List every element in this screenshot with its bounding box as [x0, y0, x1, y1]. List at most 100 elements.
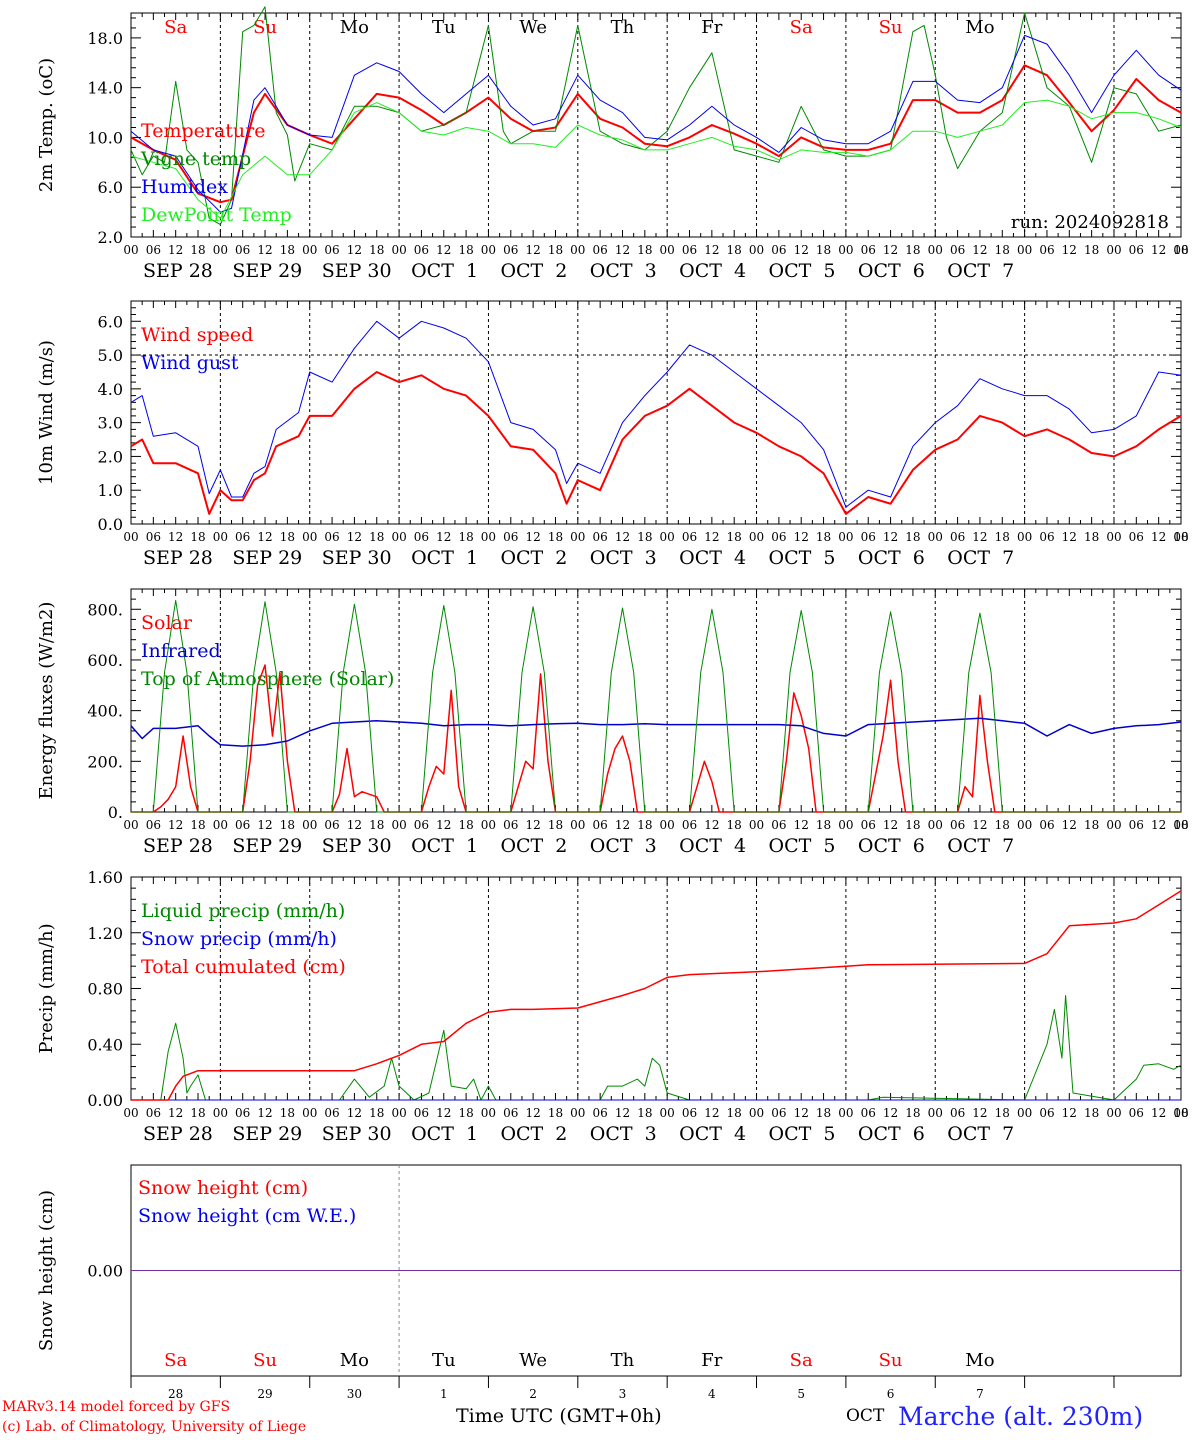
y-tick-label: 2.0 [98, 228, 123, 247]
y-tick-label: 1.0 [98, 481, 123, 500]
hour-tick-label: 00 [1106, 243, 1121, 257]
hour-tick-label: 18 [905, 818, 920, 832]
hour-tick-label: 00 [481, 530, 496, 544]
hour-tick-label: 18 [280, 243, 295, 257]
plot-frame [130, 300, 1182, 525]
hour-tick-label: 06 [682, 1106, 697, 1120]
weekday-label: Su [879, 1350, 903, 1371]
hour-tick-label: 18 [1084, 1106, 1099, 1120]
hour-tick-label: 06 [324, 818, 339, 832]
weekday-label: Th [611, 1350, 635, 1371]
hour-tick-label: 12 [615, 1106, 630, 1120]
hour-tick-label: 12 [1151, 530, 1166, 544]
hour-tick-label: 18 [280, 818, 295, 832]
date-label: SEP 28 [143, 1123, 213, 1145]
date-label: OCT 7 [947, 260, 1014, 282]
y-axis-label: 2m Temp. (oC) [36, 58, 57, 192]
hour-tick-label: 00 [391, 818, 406, 832]
hour-tick-label: 12 [883, 243, 898, 257]
hour-tick-label: 00 [1173, 243, 1188, 257]
hour-tick-label: 06 [146, 530, 161, 544]
hour-tick-label: 12 [615, 243, 630, 257]
hour-tick-label: 00 [660, 818, 675, 832]
date-label: OCT 6 [858, 1123, 925, 1145]
hour-tick-label: 12 [615, 818, 630, 832]
legend-entry: Wind speed [141, 324, 253, 346]
y-axis-label: Energy fluxes (W/m2) [36, 602, 57, 800]
hour-tick-label: 18 [458, 530, 473, 544]
y-tick-label: 0.00 [87, 1091, 123, 1110]
series-line-1-1 [130, 64, 1182, 204]
hour-tick-label: 12 [704, 243, 719, 257]
date-label: OCT 7 [947, 547, 1014, 569]
hour-tick-label: 18 [548, 818, 563, 832]
weekday-label: Tu [432, 17, 456, 38]
hour-tick-label: 12 [704, 1106, 719, 1120]
hour-tick-label: 06 [324, 530, 339, 544]
legend-entry: Humidex [141, 176, 228, 198]
weekday-label: Tu [432, 1350, 456, 1371]
hour-tick-label: 12 [1062, 818, 1077, 832]
hour-tick-label: 18 [548, 1106, 563, 1120]
time-axis-label: Time UTC (GMT+0h) [456, 1405, 662, 1427]
series-line-1-4 [130, 99, 1182, 219]
hour-tick-label: 18 [458, 243, 473, 257]
hour-tick-label: 12 [436, 1106, 451, 1120]
legend-entry: Wind gust [141, 352, 239, 374]
hour-tick-label: 00 [213, 818, 228, 832]
hour-tick-label: 18 [637, 1106, 652, 1120]
date-label: SEP 28 [143, 260, 213, 282]
weekday-label: We [519, 1350, 547, 1371]
hour-tick-label: 18 [995, 818, 1010, 832]
hour-tick-label: 06 [503, 818, 518, 832]
hour-tick-label: 00 [391, 1106, 406, 1120]
hour-tick-label: 18 [816, 1106, 831, 1120]
legend-entry: Total cumulated (cm) [141, 956, 346, 978]
hour-tick-label: 00 [1106, 1106, 1121, 1120]
hour-tick-label: 12 [1151, 818, 1166, 832]
hour-tick-label: 18 [369, 243, 384, 257]
y-tick-label: 0.80 [87, 980, 123, 999]
hour-tick-label: 00 [570, 818, 585, 832]
hour-tick-label: 00 [481, 818, 496, 832]
date-label: SEP 29 [232, 1123, 302, 1145]
hour-tick-label: 00 [391, 530, 406, 544]
hour-tick-label: 00 [570, 1106, 585, 1120]
date-label: SEP 28 [143, 547, 213, 569]
date-label: OCT 5 [769, 260, 836, 282]
hour-tick-label: 18 [548, 530, 563, 544]
hour-tick-label: 00 [928, 818, 943, 832]
date-label: OCT 4 [679, 1123, 746, 1145]
hour-tick-label: 18 [280, 1106, 295, 1120]
weekday-label: Sa [790, 1350, 813, 1371]
y-tick-label: 5.0 [98, 346, 123, 365]
hour-tick-label: 18 [995, 1106, 1010, 1120]
date-label: OCT 7 [947, 835, 1014, 857]
date-label: OCT 1 [411, 835, 478, 857]
day-number-label: 2 [529, 1387, 537, 1401]
hour-tick-label: 18 [727, 818, 742, 832]
hour-tick-label: 12 [436, 243, 451, 257]
hour-tick-label: 06 [324, 1106, 339, 1120]
date-label: OCT 3 [590, 547, 657, 569]
weekday-label: Su [253, 17, 277, 38]
y-tick-label: 2.0 [98, 447, 123, 466]
hour-tick-label: 06 [771, 530, 786, 544]
date-label: OCT 7 [947, 1123, 1014, 1145]
hour-tick-label: 00 [749, 530, 764, 544]
day-number-label: 3 [619, 1387, 627, 1401]
date-label: OCT 5 [769, 547, 836, 569]
hour-tick-label: 18 [1173, 1106, 1188, 1120]
hour-tick-label: 00 [123, 243, 138, 257]
weekday-label: Sa [164, 17, 187, 38]
weekday-label: Mo [340, 17, 369, 38]
hour-tick-label: 18 [905, 1106, 920, 1120]
y-tick-label: 1.20 [87, 924, 123, 943]
hour-tick-label: 18 [458, 1106, 473, 1120]
hour-tick-label: 18 [995, 243, 1010, 257]
month-label: OCT [846, 1406, 885, 1426]
hour-tick-label: 12 [168, 530, 183, 544]
date-label: OCT 6 [858, 835, 925, 857]
hour-tick-label: 00 [749, 818, 764, 832]
hour-tick-label: 06 [861, 1106, 876, 1120]
